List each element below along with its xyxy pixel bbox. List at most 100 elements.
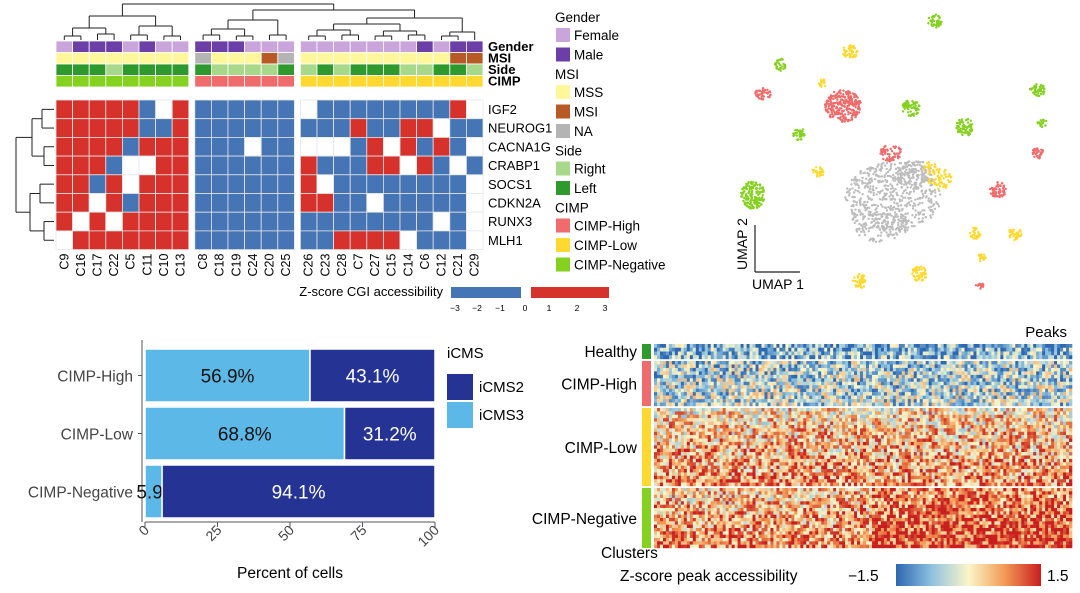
peaks-heatmap-cell (758, 378, 762, 382)
peaks-heatmap-cell (1024, 347, 1028, 352)
heatmap-cell (399, 118, 418, 138)
heatmap-cell (72, 174, 90, 194)
annotation-cell-gender (88, 40, 107, 53)
peaks-heatmap-cell (883, 344, 888, 348)
peaks-heatmap-cell (860, 371, 864, 376)
umap-point (895, 152, 899, 155)
umap-point (818, 174, 821, 178)
peaks-heatmap-cell (713, 378, 717, 382)
peaks-heatmap-cell (1036, 381, 1040, 386)
gene-label: CRABP1 (488, 158, 540, 173)
peaks-heatmap-cell (1045, 371, 1049, 376)
umap-xlabel: UMAP 1 (752, 276, 804, 292)
umap-point (844, 51, 847, 54)
peaks-heatmap-cell (1051, 371, 1055, 376)
peaks-heatmap-cell (839, 402, 843, 407)
peaks-heatmap-cell (958, 344, 962, 348)
peaks-heatmap-cell (925, 347, 929, 352)
peaks-heatmap-cell (1054, 388, 1058, 393)
peaks-heatmap-cell (654, 392, 658, 396)
peaks-heatmap-cell (686, 395, 691, 400)
umap-point (995, 188, 998, 191)
umap-point (995, 185, 998, 188)
umap-point (921, 209, 924, 212)
peaks-heatmap-cell (725, 355, 729, 360)
umap-point (889, 230, 892, 234)
peaks-heatmap-cell (1066, 388, 1070, 393)
peaks-heatmap-cell (719, 347, 723, 352)
peaks-heatmap-cell (863, 399, 867, 403)
peaks-heatmap-cell (988, 355, 992, 360)
peaks-heatmap-cell (976, 351, 980, 356)
peaks-heatmap-cell (800, 364, 804, 369)
annotation-cell-msi (105, 52, 123, 65)
peaks-heatmap-cell (830, 378, 834, 382)
peaks-heatmap-cell (892, 388, 897, 393)
umap-point (927, 163, 931, 167)
peaks-heatmap-cell (958, 355, 962, 360)
peaks-heatmap-cell (985, 374, 989, 379)
peaks-heatmap-cell (943, 378, 947, 382)
peaks-heatmap-cell (662, 374, 667, 379)
peaks-heatmap-cell (848, 355, 852, 360)
peaks-heatmap-cell (698, 392, 703, 396)
peaks-heatmap-cell (827, 378, 831, 382)
umap-point (829, 107, 832, 111)
legend-item-label: Left (574, 181, 597, 196)
peaks-heatmap-cell (940, 399, 944, 403)
peaks-heatmap-cell (1033, 402, 1037, 407)
umap-point (866, 206, 869, 210)
peaks-heatmap-cell (800, 392, 804, 396)
peaks-heatmap-cell (734, 367, 738, 372)
peaks-heatmap-cell (818, 361, 822, 365)
peaks-heatmap-cell (877, 351, 882, 356)
heatmap-cell (349, 118, 368, 138)
peaks-heatmap-cell (907, 347, 912, 352)
peaks-heatmap-cell (806, 381, 810, 386)
umap-point (996, 181, 999, 184)
peaks-heatmap-cell (898, 388, 903, 393)
peaks-heatmap-cell (1060, 392, 1064, 396)
umap-point (914, 209, 917, 212)
annotation-cell-cimp (138, 75, 157, 88)
peaks-heatmap-cell (839, 351, 843, 356)
peaks-heatmap-cell (695, 374, 700, 379)
peaks-heatmap-cell (877, 361, 882, 365)
heatmap-cell (55, 155, 74, 176)
peaks-heatmap-cell (898, 364, 903, 369)
peaks-heatmap-cell (955, 381, 959, 386)
peaks-heatmap-cell (671, 402, 676, 407)
peaks-heatmap-cell (931, 399, 935, 403)
peaks-heatmap-cell (976, 347, 980, 352)
umap-point (819, 81, 823, 84)
peaks-heatmap-cell (991, 355, 995, 360)
heatmap-cell (155, 136, 173, 157)
peaks-heatmap-cell (659, 402, 664, 407)
peaks-heatmap-cell (806, 402, 810, 407)
heatmap-cell (366, 211, 384, 232)
heatmap-cell (299, 99, 318, 120)
umap-point (938, 193, 942, 196)
peaks-heatmap-cell (979, 395, 983, 400)
peaks-heatmap-cell (925, 344, 929, 348)
umap-point (827, 107, 830, 110)
umap-point (968, 231, 972, 235)
peaks-heatmap-cell (1024, 402, 1028, 407)
peaks-heatmap-cell (1033, 367, 1037, 372)
peaks-heatmap-cell (725, 395, 729, 400)
peaks-heatmap-cell (967, 378, 971, 382)
peaks-heatmap-cell (871, 378, 876, 382)
peaks-heatmap-cell (1039, 351, 1043, 356)
heatmap-cell (210, 211, 229, 232)
peaks-heatmap-cell (662, 355, 667, 360)
umap-point (815, 171, 818, 174)
peaks-heatmap-cell (752, 355, 756, 360)
peaks-heatmap-cell (910, 399, 915, 403)
peaks-heatmap-cell (1012, 399, 1016, 403)
peaks-heatmap-cell (877, 347, 882, 352)
umap-point (932, 23, 936, 26)
peaks-heatmap-cell (937, 344, 941, 348)
peaks-heatmap-cell (803, 385, 807, 389)
peaks-heatmap-cell (773, 381, 777, 386)
peaks-heatmap-cell (961, 378, 965, 382)
